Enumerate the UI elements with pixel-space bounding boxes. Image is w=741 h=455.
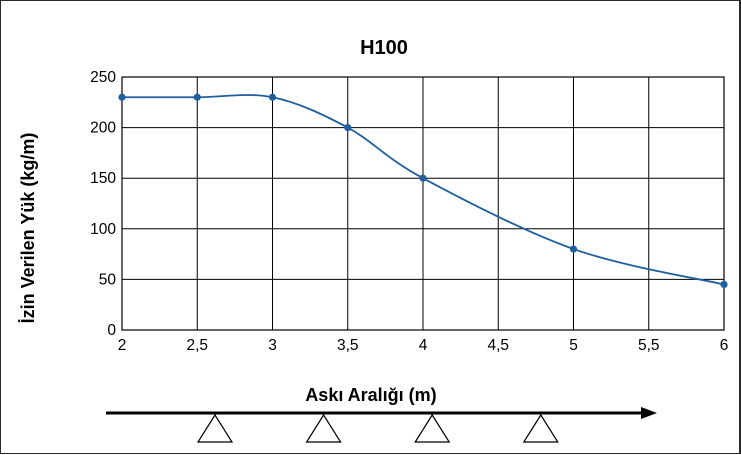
span-arrow bbox=[106, 407, 657, 419]
data-point-6 bbox=[720, 280, 728, 289]
data-point-2 bbox=[268, 93, 277, 101]
plot-area bbox=[121, 76, 725, 331]
data-point-0 bbox=[118, 93, 126, 101]
y-tick-label-3: 150 bbox=[90, 170, 116, 187]
data-point-3 bbox=[344, 124, 352, 132]
x-tick-label-5: 4,5 bbox=[487, 337, 509, 354]
x-tick-label-7: 5,5 bbox=[638, 337, 660, 354]
support-triangle-3 bbox=[522, 413, 559, 443]
x-tick-label-2: 3 bbox=[268, 337, 277, 354]
data-point-5 bbox=[569, 245, 578, 253]
x-axis-label: Askı Aralığı (m) bbox=[305, 385, 436, 405]
series-points bbox=[118, 93, 728, 289]
support-triangle-0 bbox=[196, 413, 234, 443]
data-point-1 bbox=[193, 93, 201, 101]
chart-title: H100 bbox=[360, 37, 408, 59]
support-triangles bbox=[196, 413, 559, 443]
x-tick-label-4: 4 bbox=[419, 337, 428, 354]
y-tick-label-5: 250 bbox=[90, 69, 116, 86]
support-triangle-1 bbox=[305, 413, 342, 443]
series-line bbox=[122, 94, 725, 286]
x-tick-labels: 2 2,5 3 3,5 4 4,5 5 5,5 6 bbox=[118, 337, 729, 354]
x-tick-label-1: 2,5 bbox=[186, 337, 208, 354]
y-tick-label-4: 200 bbox=[90, 120, 116, 137]
x-tick-label-3: 3,5 bbox=[337, 337, 359, 354]
data-point-4 bbox=[419, 174, 427, 182]
y-axis-label: İzin Verilen Yük (kg/m) bbox=[18, 133, 38, 324]
support-triangle-2 bbox=[414, 413, 451, 443]
y-tick-labels: 0 50 100 150 200 250 bbox=[90, 69, 116, 339]
x-tick-label-0: 2 bbox=[118, 337, 127, 354]
y-tick-label-1: 50 bbox=[99, 271, 117, 288]
x-tick-label-8: 6 bbox=[720, 337, 729, 354]
y-tick-label-2: 100 bbox=[90, 221, 116, 238]
x-tick-label-6: 5 bbox=[569, 337, 578, 354]
span-arrow-head bbox=[641, 407, 657, 419]
grid-lines bbox=[121, 76, 725, 331]
y-tick-label-0: 0 bbox=[107, 322, 116, 339]
